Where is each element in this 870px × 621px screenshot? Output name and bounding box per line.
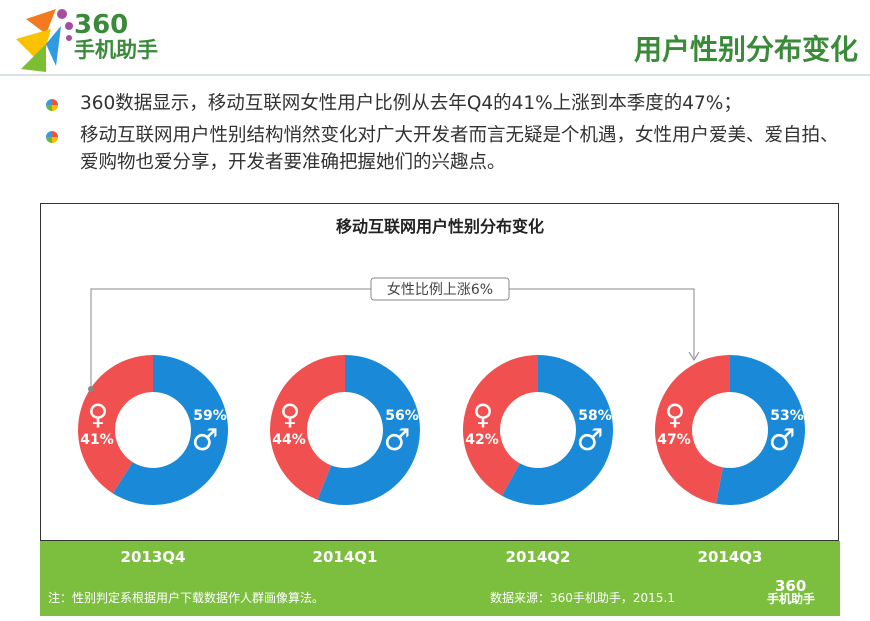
annotation-dot [88, 386, 94, 392]
category-label: 2014Q2 [505, 548, 571, 566]
male-value-label: 56% [385, 408, 419, 424]
female-value-label: 42% [465, 432, 499, 448]
male-icon: ♂ [577, 423, 604, 458]
female-value-label: 47% [657, 432, 691, 448]
logo-text: 360 手机助手 [74, 10, 158, 62]
bullet-1: 360数据显示，移动互联网女性用户比例从去年Q4的41%上涨到本季度的47%； [46, 90, 840, 117]
category-label: 2013Q4 [120, 548, 186, 566]
annotation-text: 女性比例上涨6% [387, 281, 493, 298]
bullet-icon [46, 131, 58, 143]
logo-mark [16, 9, 73, 72]
male-icon: ♂ [769, 423, 796, 458]
annotation-box [370, 277, 510, 301]
page-title: 用户性别分布变化 [633, 33, 858, 66]
arrow-icon [688, 351, 700, 361]
category-label: 2014Q3 [697, 548, 763, 566]
male-value-label: 59% [193, 408, 227, 424]
source: 数据来源：360手机助手，2015.1 [490, 591, 675, 605]
female-value-label: 41% [80, 432, 114, 448]
chart-frame [40, 203, 839, 541]
male-value-label: 53% [770, 408, 804, 424]
female-icon: ♀ [88, 398, 109, 431]
female-icon: ♀ [280, 398, 301, 431]
bullet-icon [46, 99, 58, 111]
footer-band [40, 541, 840, 616]
footer-logo: 360 手机助手 [767, 577, 816, 606]
female-slice [463, 355, 538, 496]
female-icon: ♀ [473, 398, 494, 431]
female-slice [655, 355, 730, 504]
male-slice [112, 355, 229, 506]
male-slice [501, 355, 613, 505]
category-label: 2014Q1 [312, 548, 378, 566]
male-icon: ♂ [384, 423, 411, 458]
female-icon: ♀ [665, 398, 686, 431]
male-slice [317, 355, 420, 506]
bullet-2: 移动互联网用户性别结构悄然变化对广大开发者而言无疑是个机遇，女性用户爱美、爱自拍… [46, 122, 840, 176]
male-slice [715, 355, 806, 505]
chart-title: 移动互联网用户性别分布变化 [335, 217, 544, 236]
female-value-label: 44% [272, 432, 306, 448]
divider [0, 74, 870, 76]
footnote: 注：性别判定系根据用户下载数据作人群画像算法。 [48, 591, 325, 605]
male-icon: ♂ [192, 423, 219, 458]
female-slice [269, 355, 345, 500]
male-value-label: 58% [578, 408, 612, 424]
female-slice [77, 355, 153, 494]
